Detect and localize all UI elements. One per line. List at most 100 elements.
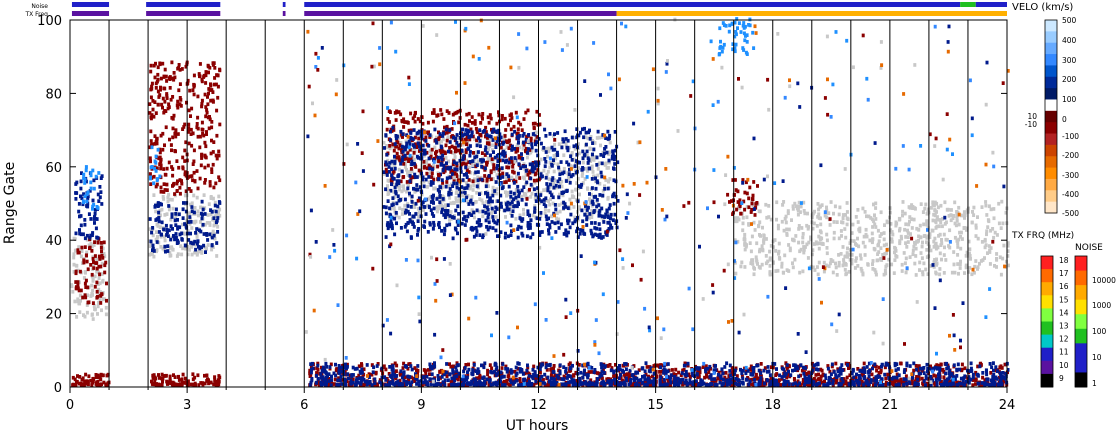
ground-scatter-cell: [786, 211, 790, 216]
ground-scatter-cell: [197, 249, 201, 254]
ground-scatter-cell: [749, 261, 753, 266]
ground-scatter-cell: [398, 187, 402, 192]
positive-velocity-cell: [585, 215, 589, 219]
ground-scatter-cell: [811, 211, 815, 216]
negative-velocity-cell: [512, 124, 516, 129]
negative-velocity-cell: [206, 63, 210, 68]
negative-velocity-cell: [395, 363, 399, 368]
negative-velocity-cell: [550, 367, 554, 371]
negative-velocity-cell: [80, 245, 84, 250]
positive-velocity-cell: [476, 150, 480, 154]
positive-velocity-cell: [597, 210, 601, 215]
ground-scatter-cell: [470, 195, 474, 199]
ground-scatter-cell: [914, 246, 918, 251]
positive-velocity-cell: [491, 215, 495, 219]
positive-velocity-cell: [526, 224, 530, 228]
positive-velocity-cell: [408, 212, 411, 216]
ground-scatter-cell: [72, 262, 76, 267]
positive-velocity-cell: [567, 172, 571, 176]
ground-scatter-cell: [863, 210, 867, 214]
txfreq-strip-segment: [616, 11, 1007, 16]
ground-scatter-cell: [408, 169, 412, 174]
positive-velocity-cell: [403, 197, 407, 202]
positive-velocity-cell: [80, 171, 83, 175]
negative-velocity-cell: [755, 201, 759, 205]
negative-velocity-cell: [445, 374, 449, 378]
ground-scatter-cell: [799, 204, 803, 209]
ground-scatter-cell: [798, 210, 802, 214]
positive-velocity-cell: [84, 179, 88, 184]
ground-scatter-cell: [839, 252, 843, 256]
positive-velocity-cell: [88, 235, 92, 240]
positive-velocity-cell: [525, 180, 529, 185]
ground-scatter-cell: [967, 270, 970, 274]
positive-velocity-cell: [436, 155, 440, 160]
negative-velocity-cell: [434, 154, 438, 159]
negative-velocity-cell: [191, 162, 195, 166]
negative-velocity-cell: [176, 105, 180, 110]
positive-velocity-cell: [418, 197, 422, 201]
positive-velocity-cell: [534, 160, 538, 165]
positive-velocity-cell: [496, 199, 500, 203]
positive-velocity-cell: [531, 232, 535, 236]
ground-scatter-cell: [542, 188, 546, 192]
positive-velocity-cell: [173, 218, 177, 223]
positive-velocity-cell: [437, 222, 440, 227]
positive-velocity-cell: [384, 211, 388, 216]
ground-scatter-cell: [777, 251, 780, 256]
positive-velocity-cell: [590, 200, 594, 205]
ground-scatter-cell: [934, 241, 938, 246]
ground-scatter-cell: [928, 235, 932, 239]
positive-velocity-cell: [584, 142, 588, 147]
ground-scatter-cell: [78, 301, 82, 306]
negative-velocity-cell: [86, 382, 90, 387]
negative-velocity-cell: [162, 182, 166, 186]
txfreq-strip-segment: [282, 11, 286, 16]
negative-velocity-cell: [406, 151, 410, 155]
positive-velocity-cell: [593, 221, 597, 225]
negative-velocity-cell: [478, 177, 482, 182]
positive-velocity-cell: [606, 220, 610, 225]
ground-scatter-cell: [202, 193, 206, 197]
negative-velocity-cell: [196, 186, 200, 191]
negative-velocity-cell: [83, 245, 87, 249]
positive-velocity-cell: [153, 205, 157, 209]
ground-scatter-cell: [959, 213, 963, 218]
positive-velocity-cell: [535, 140, 539, 144]
ground-scatter-cell: [883, 268, 887, 273]
negative-velocity-cell: [75, 379, 79, 384]
negative-velocity-cell: [844, 379, 848, 384]
negative-velocity-cell: [191, 178, 195, 183]
positive-velocity-cell: [382, 205, 386, 209]
ground-scatter-cell: [461, 151, 465, 156]
ground-scatter-cell: [900, 262, 904, 267]
positive-velocity-cell: [165, 233, 169, 237]
negative-velocity-cell: [407, 379, 411, 383]
ground-scatter-cell: [757, 223, 761, 228]
negative-velocity-cell: [800, 368, 804, 373]
negative-velocity-cell: [430, 147, 434, 152]
ground-scatter-cell: [877, 250, 881, 254]
negative-velocity-cell: [436, 137, 440, 142]
positive-velocity-cell: [215, 241, 219, 245]
negative-velocity-cell: [375, 382, 379, 387]
positive-velocity-cell: [204, 250, 207, 254]
ground-scatter-cell: [524, 192, 528, 197]
ground-scatter-cell: [743, 232, 747, 237]
negative-velocity-cell: [492, 166, 496, 171]
positive-velocity-cell: [526, 221, 530, 225]
positive-velocity-cell: [432, 220, 436, 225]
ground-scatter-cell: [785, 231, 789, 236]
negative-velocity-cell: [724, 371, 728, 375]
negative-velocity-cell: [151, 376, 155, 380]
ground-scatter-cell: [194, 219, 198, 224]
ground-scatter-cell: [937, 224, 941, 229]
positive-velocity-cell: [432, 223, 436, 227]
ground-scatter-cell: [212, 209, 216, 213]
negative-velocity-cell: [98, 257, 102, 261]
negative-velocity-cell: [207, 126, 211, 131]
negative-velocity-cell: [498, 383, 502, 387]
ground-scatter-cell: [799, 247, 803, 252]
ground-scatter-cell: [70, 284, 74, 289]
positive-velocity-cell: [590, 186, 594, 190]
